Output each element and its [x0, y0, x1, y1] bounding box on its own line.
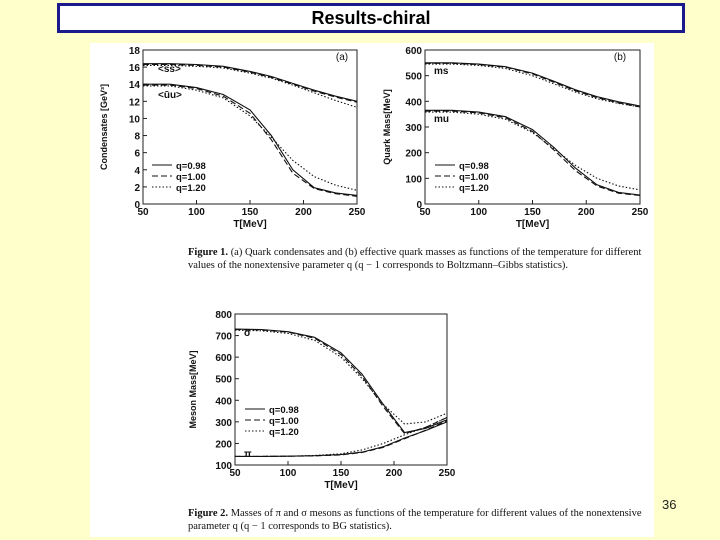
chart3-x-tick-label: 200 [386, 468, 403, 479]
chart3-y-tick-label: 800 [215, 310, 232, 321]
chart1-legend-entry: q=1.00 [176, 172, 206, 183]
chart1-y-tick-label: 2 [134, 183, 140, 194]
chart2-y-tick-label: 500 [405, 72, 422, 83]
chart2-series-line [425, 109, 641, 196]
chart1-y-tick-label: 6 [134, 149, 140, 160]
figure1-text: (a) Quark condensates and (b) effective … [188, 247, 642, 271]
chart3-y-tick-label: 500 [215, 375, 232, 386]
chart3-x-tick-label: 250 [439, 468, 456, 479]
chart1-y-tick-label: 4 [134, 166, 140, 177]
chart2-series-line [425, 62, 641, 108]
chart3-series-line [235, 420, 448, 457]
chart1-y-axis-label: Condensates [GeV³] [99, 84, 109, 170]
chart2-x-tick-label: 50 [419, 207, 431, 218]
figure1-label: Figure 1. [188, 247, 229, 258]
chart2-series-line [425, 110, 641, 197]
chart1-panel-label: (a) [336, 52, 348, 63]
chart2-x-tick-label: 200 [578, 207, 595, 218]
chart3-series-line [234, 328, 448, 435]
chart2-y-tick-label: 200 [405, 149, 422, 160]
chart1-y-tick-label: 8 [134, 132, 140, 143]
chart3-y-tick-label: 400 [215, 396, 232, 407]
chart3-y-tick-label: 700 [215, 332, 232, 343]
chart2-y-tick-label: 100 [405, 174, 422, 185]
chart1-x-tick-label: 50 [137, 207, 149, 218]
chart2-legend-entry: q=0.98 [459, 161, 489, 172]
chart3-x-tick-label: 150 [333, 468, 350, 479]
chart1-series-line [143, 64, 358, 108]
chart3-y-tick-label: 600 [215, 353, 232, 364]
chart1-x-tick-label: 150 [242, 207, 259, 218]
chart2-series-line [425, 63, 641, 108]
chart2-y-tick-label: 400 [405, 97, 422, 108]
chart2-x-tick-label: 150 [524, 207, 541, 218]
chart3-x-tick-label: 100 [280, 468, 297, 479]
chart2-x-tick-label: 250 [632, 207, 649, 218]
figure2-text: Masses of π and σ mesons as functions of… [188, 508, 642, 532]
chart3-series-line [235, 417, 448, 457]
chart1-series-line [143, 85, 358, 191]
figure2-label: Figure 2. [188, 508, 229, 519]
chart1-y-tick-label: 12 [129, 97, 141, 108]
chart1-series-line [143, 84, 358, 197]
figure1-caption: Figure 1. (a) Quark condensates and (b) … [188, 246, 650, 272]
chart1-legend-entry: q=1.20 [176, 183, 206, 194]
chart3-y-axis-label: Meson Mass[MeV] [188, 350, 198, 428]
chart1-series-line [143, 63, 358, 103]
chart3-legend-entry: q=1.00 [269, 416, 299, 427]
chart3-series-line [235, 421, 448, 457]
chart1-series-line [143, 63, 358, 102]
chart1-x-tick-label: 100 [188, 207, 205, 218]
chart2-legend-entry: q=1.00 [459, 172, 489, 183]
chart3-x-axis-label: T[MeV] [324, 480, 357, 491]
chart3-y-tick-label: 300 [215, 418, 232, 429]
chart1-legend-entry: q=0.98 [176, 161, 206, 172]
chart2-y-tick-label: 300 [405, 123, 422, 134]
chart1-y-tick-label: 18 [129, 46, 141, 57]
chart3-series-line [234, 329, 448, 425]
chart2-curve-label: mu [434, 114, 449, 125]
chart3-y-tick-label: 200 [215, 439, 232, 450]
chart3-legend-entry: q=0.98 [269, 405, 299, 416]
figure2-caption: Figure 2. Masses of π and σ mesons as fu… [188, 507, 650, 533]
chart2-legend-entry: q=1.20 [459, 183, 489, 194]
chart3-frame [234, 313, 448, 466]
chart1-curve-label: <ūu> [158, 90, 182, 101]
chart3-legend-entry: q=1.20 [269, 427, 299, 438]
chart2-y-axis-label: Quark Mass[MeV] [382, 89, 392, 165]
chart2-x-axis-label: T[MeV] [516, 219, 549, 230]
chart2-y-tick-label: 600 [405, 46, 422, 57]
chart3-y-tick-label: 100 [215, 461, 232, 472]
chart2-series-line [425, 62, 641, 107]
chart1-x-axis-label: T[MeV] [233, 219, 266, 230]
chart3-series-line [234, 328, 448, 434]
page-number: 36 [662, 497, 677, 512]
slide-title: Results-chiral [57, 3, 685, 33]
chart1-y-tick-label: 14 [129, 80, 141, 91]
chart1-y-tick-label: 0 [134, 200, 140, 211]
chart3-curve-label: σ [244, 328, 251, 339]
paper-excerpt [90, 43, 654, 537]
chart1-series-line [143, 83, 358, 196]
chart1-y-tick-label: 16 [129, 63, 141, 74]
chart3-curve-label: π [244, 449, 252, 460]
chart1-y-tick-label: 10 [129, 114, 141, 125]
chart1-x-tick-label: 200 [295, 207, 312, 218]
chart1-x-tick-label: 250 [349, 207, 366, 218]
chart2-series-line [425, 111, 641, 191]
chart2-y-tick-label: 0 [416, 200, 422, 211]
chart2-x-tick-label: 100 [470, 207, 487, 218]
chart3-x-tick-label: 50 [229, 468, 241, 479]
chart2-curve-label: ms [434, 66, 449, 77]
chart2-panel-label: (b) [614, 52, 626, 63]
